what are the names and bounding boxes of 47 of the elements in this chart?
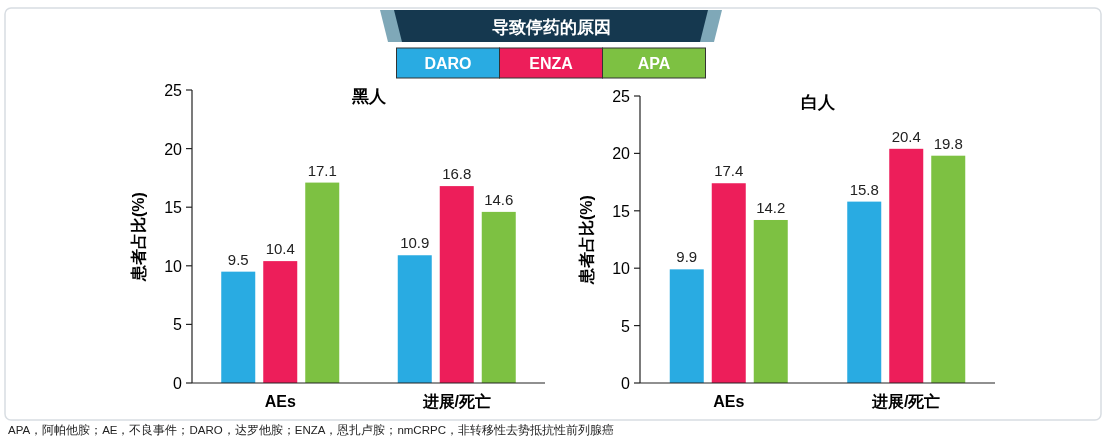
data-label: 14.2 (756, 198, 786, 216)
data-label: 15.8 (849, 180, 879, 198)
y-tick-label: 15 (164, 199, 183, 217)
bar (889, 148, 924, 383)
y-tick-label: 0 (621, 375, 631, 392)
data-label: 16.8 (442, 165, 472, 183)
bar (305, 182, 340, 383)
bar (847, 201, 882, 383)
data-label: 17.4 (714, 162, 744, 180)
data-label: 9.9 (676, 248, 698, 266)
y-tick-label: 10 (612, 260, 631, 278)
bar (931, 155, 966, 383)
data-label: 10.9 (400, 234, 430, 252)
y-tick-label: 20 (612, 145, 631, 163)
data-label: 19.8 (933, 134, 963, 152)
y-tick-label: 20 (164, 140, 183, 158)
bar (397, 255, 432, 383)
bar (263, 261, 298, 383)
y-axis-title: 患者占比(%) (578, 195, 595, 285)
text: APA，阿帕他胺；AE，不良事件；DARO，达罗他胺；ENZA，恩扎卢胺；nmCRPC，非转移性去势抵抗性前列腺癌 (8, 423, 614, 436)
bar (221, 271, 256, 383)
y-tick-label: 25 (164, 82, 183, 99)
bar (711, 183, 746, 383)
chart-title: 白人 (800, 93, 836, 112)
bar (481, 211, 516, 383)
legend: DARO ENZA APA (396, 47, 706, 79)
x-tick-label: 进展/死亡 (421, 392, 491, 410)
text: 导致停药的原因 (491, 18, 611, 37)
data-label: 10.4 (265, 240, 295, 258)
data-label: 9.5 (227, 250, 249, 268)
bar (439, 186, 474, 383)
x-tick-label: 进展/死亡 (871, 392, 941, 410)
y-tick-label: 0 (173, 375, 183, 392)
y-tick-label: 15 (612, 202, 631, 220)
x-tick-label: AEs (713, 393, 745, 410)
y-tick-label: 25 (612, 88, 631, 105)
chart-title: 黑人 (350, 87, 387, 106)
y-tick-label: 5 (173, 316, 183, 334)
data-label: 20.4 (891, 127, 921, 145)
y-axis-title: 患者占比(%) (130, 192, 147, 282)
data-label: 14.6 (484, 190, 514, 208)
x-tick-label: AEs (264, 393, 296, 410)
y-tick-label: 10 (164, 257, 183, 275)
bar (669, 269, 704, 383)
bar (753, 219, 788, 383)
data-label: 17.1 (307, 161, 337, 179)
y-tick-label: 5 (621, 317, 631, 335)
